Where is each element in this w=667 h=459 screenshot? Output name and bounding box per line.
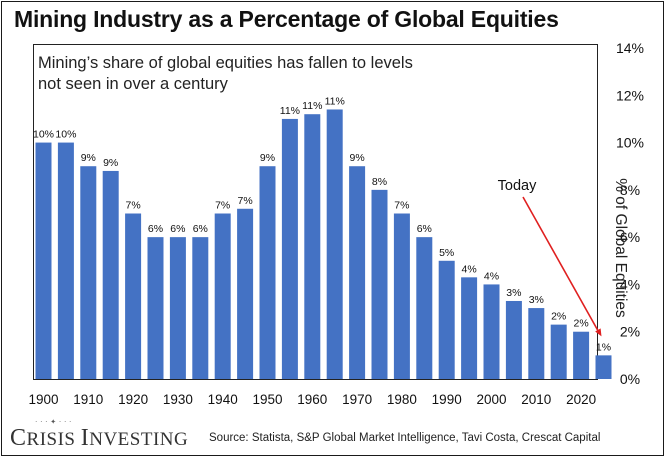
data-label-1935: 6% <box>193 223 208 235</box>
x-tick-label-2000: 2000 <box>476 392 506 407</box>
x-tick-label-1900: 1900 <box>28 392 58 407</box>
y-tick-label-6: 6% <box>620 229 640 245</box>
x-tick-label-1950: 1950 <box>252 392 282 407</box>
data-label-1960: 11% <box>302 100 322 112</box>
chart-title: Mining Industry as a Percentage of Globa… <box>14 6 559 32</box>
y-tick-label-12: 12% <box>616 87 644 103</box>
y-tick-label-8: 8% <box>620 182 640 198</box>
x-tick-label-1990: 1990 <box>432 392 462 407</box>
data-label-2025: 1% <box>596 341 611 353</box>
x-tick-label-1920: 1920 <box>118 392 148 407</box>
data-label-1915: 9% <box>103 157 118 169</box>
data-label-2015: 2% <box>551 311 566 323</box>
y-tick-label-10: 10% <box>616 135 644 151</box>
data-label-1930: 6% <box>170 223 185 235</box>
bar-2020 <box>573 331 590 379</box>
data-label-1940: 7% <box>215 200 230 212</box>
x-tick-label-1970: 1970 <box>342 392 372 407</box>
data-label-2010: 3% <box>529 294 544 306</box>
data-label-1955: 11% <box>280 105 300 117</box>
logo-mark: · · · ✦ · · · <box>35 418 72 426</box>
data-label-1910: 9% <box>81 152 96 164</box>
y-tick-label-4: 4% <box>620 276 640 292</box>
today-annotation: Today <box>498 178 537 194</box>
y-axis-label: % of Global Equities <box>612 178 629 318</box>
bar-1975 <box>371 189 388 379</box>
bar-1915 <box>102 170 119 379</box>
subtitle-line-2: not seen in over a century <box>38 75 228 93</box>
bar-1955 <box>281 118 298 379</box>
today-arrow-head <box>595 328 602 337</box>
bar-1965 <box>326 109 343 379</box>
y-tick-label-2: 2% <box>620 324 640 340</box>
bar-2015 <box>550 324 567 379</box>
plot-area <box>33 44 598 380</box>
today-arrow-line <box>522 196 601 334</box>
bar-1995 <box>461 277 478 379</box>
bar-1980 <box>393 213 410 379</box>
x-tick-label-1940: 1940 <box>208 392 238 407</box>
bar-1910 <box>80 166 97 379</box>
data-label-1925: 6% <box>148 223 163 235</box>
data-label-1950: 9% <box>260 152 275 164</box>
bar-1935 <box>192 237 209 379</box>
bar-1990 <box>438 260 455 379</box>
bar-1945 <box>237 208 254 379</box>
bar-2005 <box>505 300 522 379</box>
data-label-1970: 9% <box>350 152 365 164</box>
chart-subtitle: Mining’s share of global equities has fa… <box>38 53 468 95</box>
crisis-investing-logo: CRISIS INVESTING <box>10 425 189 451</box>
x-tick-label-1980: 1980 <box>387 392 417 407</box>
data-label-1975: 8% <box>372 176 387 188</box>
data-label-1985: 6% <box>417 223 432 235</box>
data-label-1995: 4% <box>462 263 477 275</box>
bar-1985 <box>416 237 433 379</box>
bar-1900 <box>35 142 52 379</box>
source-note: Source: Statista, S&P Global Market Inte… <box>209 432 601 444</box>
bar-1925 <box>147 237 164 379</box>
bar-1940 <box>214 213 231 379</box>
x-tick-label-1930: 1930 <box>163 392 193 407</box>
data-label-1920: 7% <box>126 200 141 212</box>
bar-1960 <box>304 114 321 379</box>
data-label-2020: 2% <box>574 318 589 330</box>
bar-2010 <box>528 308 545 379</box>
bar-2000 <box>483 284 500 379</box>
subtitle-line-1: Mining’s share of global equities has fa… <box>38 54 413 72</box>
bar-1970 <box>349 166 366 379</box>
x-tick-label-1910: 1910 <box>73 392 103 407</box>
data-label-1900: 10% <box>33 129 54 141</box>
data-label-1945: 7% <box>238 195 253 207</box>
bar-1905 <box>57 142 74 379</box>
bar-1950 <box>259 166 276 379</box>
bar-2025 <box>595 355 612 379</box>
y-tick-label-0: 0% <box>620 371 640 387</box>
x-tick-label-2010: 2010 <box>521 392 551 407</box>
data-label-2005: 3% <box>506 287 521 299</box>
data-label-2000: 4% <box>484 270 499 282</box>
x-tick-label-2020: 2020 <box>566 392 596 407</box>
x-tick-label-1960: 1960 <box>297 392 327 407</box>
data-label-1990: 5% <box>439 247 454 259</box>
bar-1930 <box>169 237 186 379</box>
data-label-1980: 7% <box>394 200 409 212</box>
y-tick-label-14: 14% <box>616 40 644 56</box>
data-label-1965: 11% <box>325 95 345 107</box>
bar-1920 <box>125 213 142 379</box>
data-label-1905: 10% <box>55 129 76 141</box>
